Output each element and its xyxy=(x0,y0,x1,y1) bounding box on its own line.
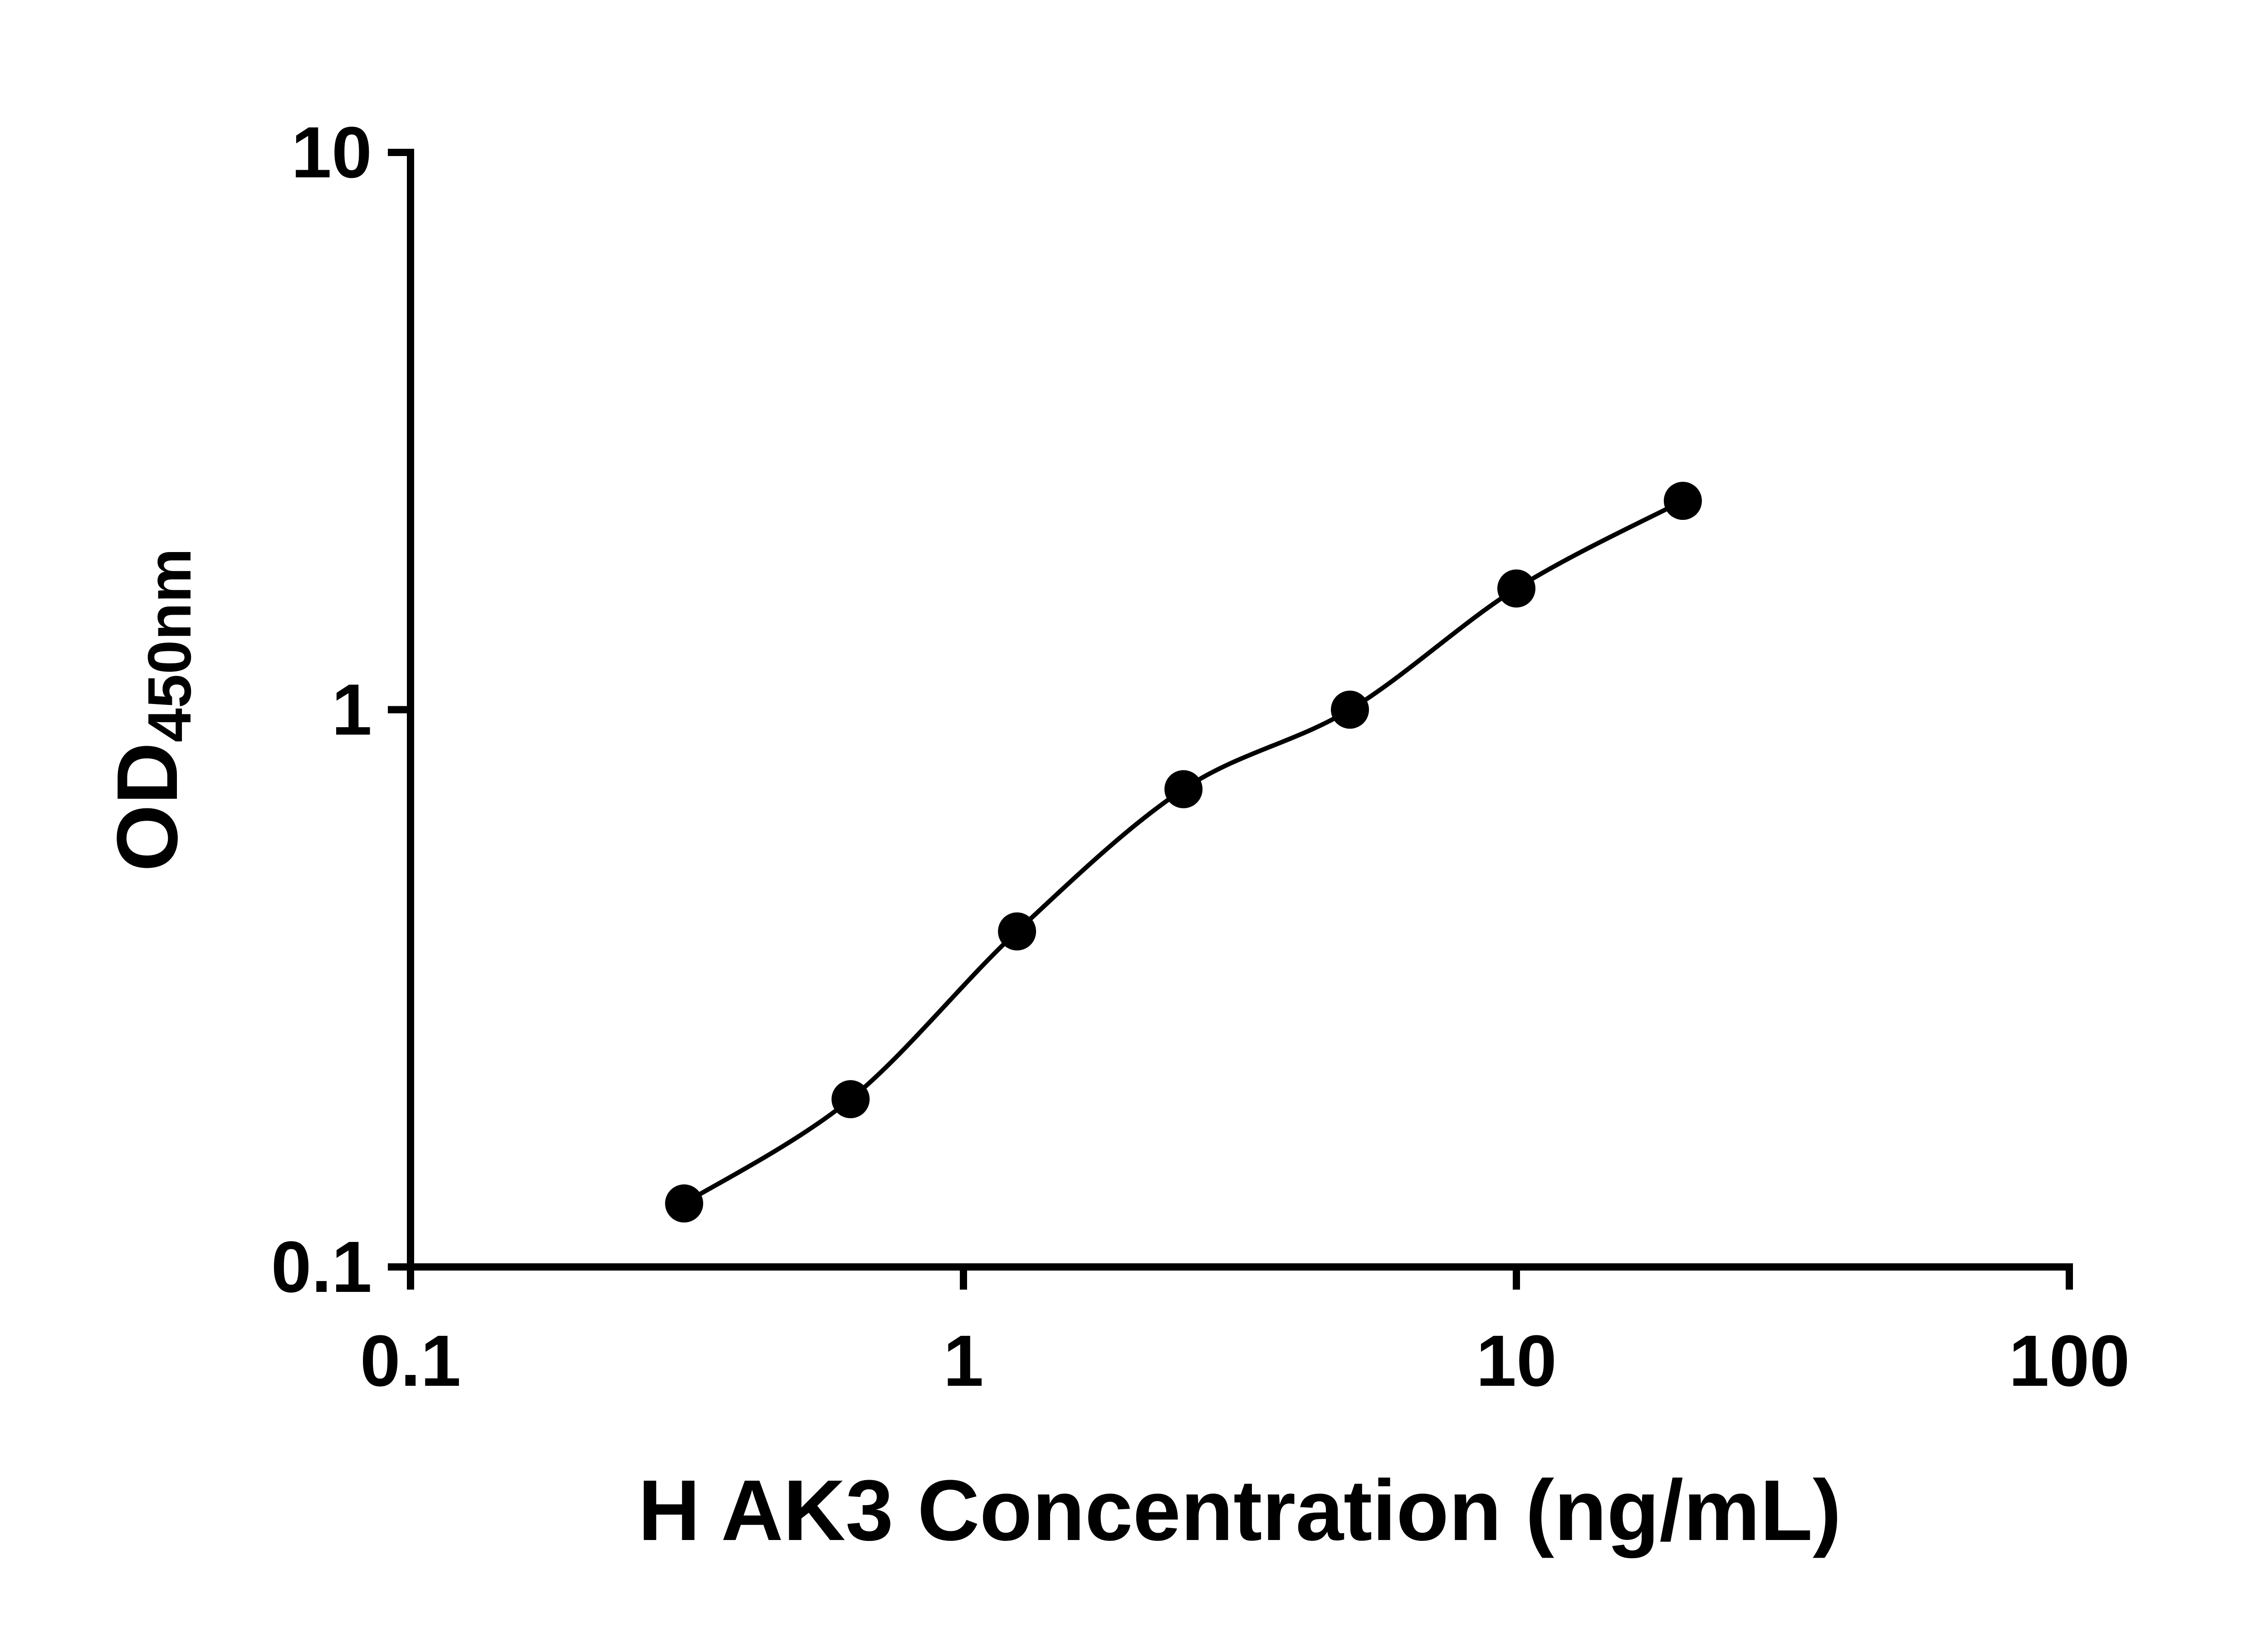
axes-layer: 0.1 1 10 100 0.1 1 10 xyxy=(271,112,2130,1401)
y-tick-label: 10 xyxy=(291,112,372,193)
data-point xyxy=(1663,482,1702,520)
axis-line xyxy=(407,149,2073,1271)
data-point xyxy=(831,1080,870,1119)
x-tick-label: 10 xyxy=(1476,1320,1557,1401)
data-point xyxy=(998,912,1036,951)
y-tick-label: 0.1 xyxy=(271,1226,372,1307)
y-axis-title-main: OD xyxy=(99,742,196,871)
y-axis-title: OD450nm xyxy=(99,548,204,872)
x-tick-label: 1 xyxy=(943,1320,984,1401)
x-tick-label: 0.1 xyxy=(360,1320,461,1401)
data-point xyxy=(1497,569,1535,608)
y-axis-title-subscript: 450nm xyxy=(135,548,204,743)
data-point xyxy=(665,1184,704,1223)
y-tick-label: 1 xyxy=(332,669,372,750)
x-axis-title: H AK3 Concentration (ng/mL) xyxy=(638,1462,1842,1559)
x-tick-label: 100 xyxy=(2009,1320,2130,1401)
data-point xyxy=(1331,690,1369,729)
points-layer xyxy=(665,482,1702,1223)
data-point xyxy=(1164,770,1203,808)
